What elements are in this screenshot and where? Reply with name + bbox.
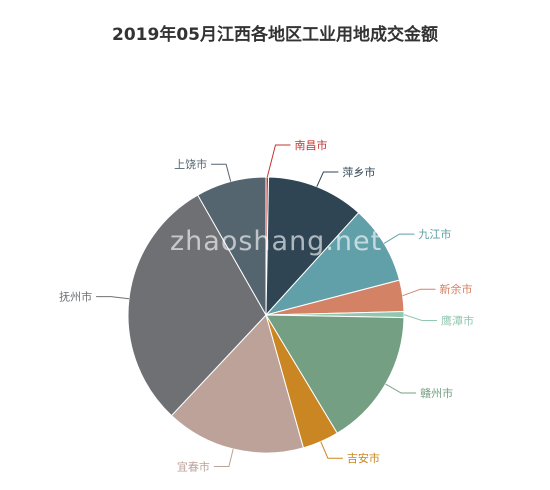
leader-line-slice-8 xyxy=(213,448,234,467)
leader-line-slice-4 xyxy=(402,288,436,297)
label-leader-lines xyxy=(96,144,437,467)
label-slice-9: 抚州市 xyxy=(59,290,92,304)
label-slice-7: 吉安市 xyxy=(347,451,380,465)
leader-line-slice-5 xyxy=(403,314,437,321)
label-slice-8: 宜春市 xyxy=(177,460,210,474)
chart-title: 2019年05月江西各地区工业用地成交金额 xyxy=(112,25,438,45)
label-slice-5: 鹰潭市 xyxy=(441,314,474,328)
leader-line-slice-10 xyxy=(211,163,232,182)
pie-slice-9 xyxy=(127,194,267,417)
watermark-text: zhaoshang.net xyxy=(170,226,383,257)
leader-line-slice-6 xyxy=(385,383,417,394)
leader-line-slice-9 xyxy=(96,296,130,300)
label-slice-4: 新余市 xyxy=(440,282,473,296)
pie-slice-2 xyxy=(265,176,360,317)
pie-slice-3 xyxy=(264,211,401,316)
leader-line-slice-1 xyxy=(266,144,291,178)
label-slice-6: 赣州市 xyxy=(420,386,453,400)
label-slice-3: 九江市 xyxy=(418,227,451,241)
pie-slices xyxy=(127,176,405,454)
leader-line-slice-7 xyxy=(320,441,343,459)
label-slice-10: 上饶市 xyxy=(174,157,207,171)
leader-line-slice-2 xyxy=(316,171,339,187)
pie-slice-8 xyxy=(170,314,304,454)
pie-slice-6 xyxy=(265,314,405,434)
label-slice-1: 南昌市 xyxy=(295,138,328,152)
leader-line-slice-3 xyxy=(383,233,415,244)
label-slice-2: 萍乡市 xyxy=(342,165,375,179)
